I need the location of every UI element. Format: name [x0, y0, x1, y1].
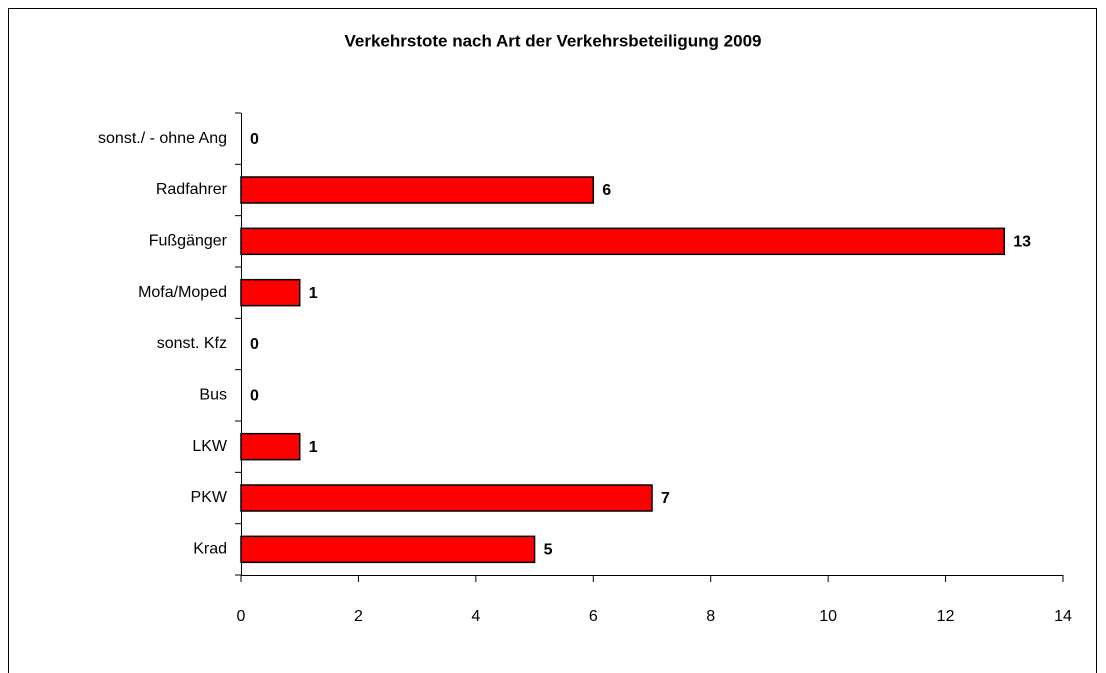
value-label: 13 — [1013, 234, 1031, 251]
bar — [240, 484, 653, 512]
value-label: 6 — [602, 182, 611, 199]
bar — [240, 278, 301, 307]
value-label: 1 — [309, 285, 318, 302]
value-label: 0 — [250, 336, 259, 353]
value-label: 5 — [544, 542, 553, 559]
bar — [240, 176, 595, 204]
x-tick-label: 6 — [589, 608, 598, 625]
y-tick-label: Mofa/Moped — [138, 284, 227, 301]
chart-border — [8, 8, 1097, 673]
y-tick-label: Fußgänger — [149, 233, 228, 250]
y-tick-label: sonst./ - ohne Ang — [98, 130, 227, 147]
value-label: 0 — [250, 131, 259, 148]
bar — [240, 227, 1006, 256]
value-label: 7 — [661, 490, 670, 507]
y-tick-label: Krad — [193, 541, 227, 558]
value-label: 1 — [309, 439, 318, 456]
x-tick-label: 2 — [354, 608, 363, 625]
x-tick-label: 0 — [237, 608, 246, 625]
bar — [240, 432, 301, 461]
x-tick-label: 8 — [706, 608, 715, 625]
chart-title: Verkehrstote nach Art der Verkehrsbeteil… — [345, 31, 762, 50]
x-tick-label: 14 — [1054, 608, 1072, 625]
x-tick-label: 4 — [471, 608, 480, 625]
y-tick-label: sonst. Kfz — [157, 335, 227, 352]
y-tick-label: LKW — [192, 438, 228, 455]
x-tick-label: 10 — [819, 608, 837, 625]
y-tick-label: PKW — [191, 489, 228, 506]
value-label: 0 — [250, 388, 259, 405]
y-tick-label: Radfahrer — [156, 181, 228, 198]
y-tick-label: Bus — [199, 387, 227, 404]
x-tick-label: 12 — [937, 608, 955, 625]
bar — [240, 535, 536, 564]
